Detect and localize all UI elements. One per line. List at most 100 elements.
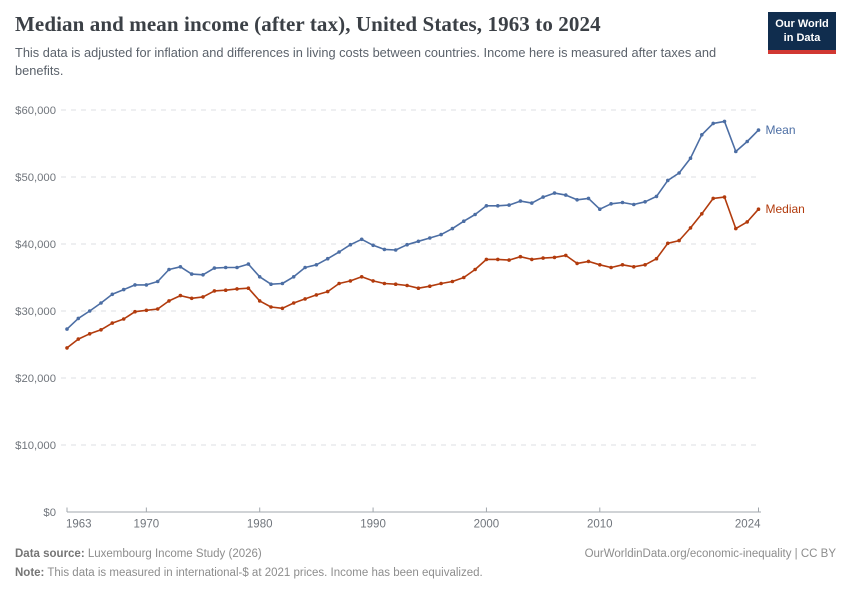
median-point <box>144 308 149 313</box>
series-label-median[interactable]: Median <box>766 202 805 216</box>
mean-point <box>405 242 409 247</box>
median-point <box>496 257 500 262</box>
mean-point <box>325 256 330 261</box>
median-point <box>541 256 545 260</box>
mean-point <box>235 265 239 270</box>
mean-point <box>530 201 534 205</box>
mean-line[interactable] <box>66 120 760 330</box>
median-point <box>530 257 534 262</box>
mean-point <box>314 263 319 267</box>
chart-title: Median and mean income (after tax), Unit… <box>15 12 601 36</box>
mean-point <box>745 139 749 144</box>
median-point <box>269 305 273 309</box>
y-tick-label: $60,000 <box>15 105 56 117</box>
mean-point <box>393 248 398 252</box>
median-point <box>598 263 602 267</box>
mean-point <box>76 316 81 321</box>
median-point <box>462 275 466 280</box>
mean-point <box>223 265 228 270</box>
mean-point <box>382 247 387 252</box>
mean-point <box>246 262 251 266</box>
x-tick-label: 1990 <box>360 519 386 531</box>
data-source-label: Data source: <box>15 548 85 560</box>
mean-point <box>189 272 194 276</box>
median-line[interactable] <box>66 196 760 349</box>
median-point <box>484 257 489 262</box>
mean-point <box>269 282 273 287</box>
median-point <box>223 288 228 293</box>
median-point <box>87 332 92 336</box>
mean-point <box>178 265 183 269</box>
mean-point <box>65 327 69 331</box>
median-point <box>325 289 330 294</box>
median-point <box>314 293 319 297</box>
median-point <box>76 337 81 341</box>
x-tick-label: 1980 <box>247 519 273 531</box>
mean-point <box>518 199 523 203</box>
mean-point <box>212 266 217 270</box>
owid-logo-line1: Our World <box>775 18 829 30</box>
x-tick-label: 2000 <box>474 519 500 531</box>
note-label: Note: <box>15 567 45 579</box>
median-point <box>201 295 205 299</box>
y-tick-label: $10,000 <box>15 440 56 452</box>
note-text: This data is measured in international-$… <box>44 567 483 579</box>
y-tick-label: $0 <box>43 507 56 519</box>
median-point <box>382 281 387 286</box>
median-point <box>405 283 409 288</box>
median-point <box>337 281 341 286</box>
mean-point <box>541 195 545 199</box>
mean-point <box>598 207 602 211</box>
mean-point <box>575 198 579 202</box>
median-point <box>507 258 511 262</box>
y-tick-label: $20,000 <box>15 373 56 385</box>
median-point <box>620 263 625 267</box>
mean-point <box>133 283 137 287</box>
mean-point <box>496 204 500 208</box>
median-point <box>666 241 670 246</box>
mean-point <box>155 279 160 284</box>
median-point <box>155 307 160 311</box>
mean-point <box>756 128 761 132</box>
mean-point <box>87 309 92 313</box>
median-point <box>235 287 239 291</box>
median-point <box>65 346 69 350</box>
mean-point <box>110 292 115 297</box>
chart-note: Note: This data is measured in internati… <box>15 567 836 579</box>
median-point <box>393 282 398 287</box>
mean-point <box>99 301 103 305</box>
data-source: Data source: Luxembourg Income Study (20… <box>15 548 262 560</box>
mean-point <box>552 191 557 195</box>
mean-point <box>643 200 647 204</box>
mean-point <box>688 156 693 160</box>
mean-point <box>167 267 171 272</box>
median-point <box>609 265 613 270</box>
mean-point <box>666 178 670 183</box>
owid-logo[interactable]: Our World in Data <box>768 12 836 54</box>
mean-point <box>484 204 489 208</box>
x-tick-label: 1963 <box>66 519 92 531</box>
median-point <box>416 286 421 291</box>
chart-footer: Data source: Luxembourg Income Study (20… <box>15 548 836 579</box>
median-point <box>643 263 647 267</box>
median-point <box>632 265 636 269</box>
y-tick-label: $50,000 <box>15 172 56 184</box>
mean-point <box>711 121 715 126</box>
series-label-mean[interactable]: Mean <box>766 123 796 137</box>
mean-point <box>586 196 591 201</box>
median-point <box>586 259 591 264</box>
median-point <box>303 297 307 301</box>
median-point <box>756 207 761 211</box>
median-point <box>291 301 296 305</box>
attribution-link[interactable]: OurWorldinData.org/economic-inequality |… <box>584 548 836 560</box>
mean-point <box>609 202 613 206</box>
x-tick-label: 1970 <box>134 519 160 531</box>
mean-point <box>507 203 511 207</box>
median-point <box>552 255 557 260</box>
mean-point <box>439 232 443 237</box>
owid-logo-line2: in Data <box>783 32 821 45</box>
data-source-text: Luxembourg Income Study (2026) <box>84 548 262 560</box>
median-point <box>189 296 194 301</box>
y-tick-label: $30,000 <box>15 306 56 318</box>
median-point <box>359 275 364 279</box>
